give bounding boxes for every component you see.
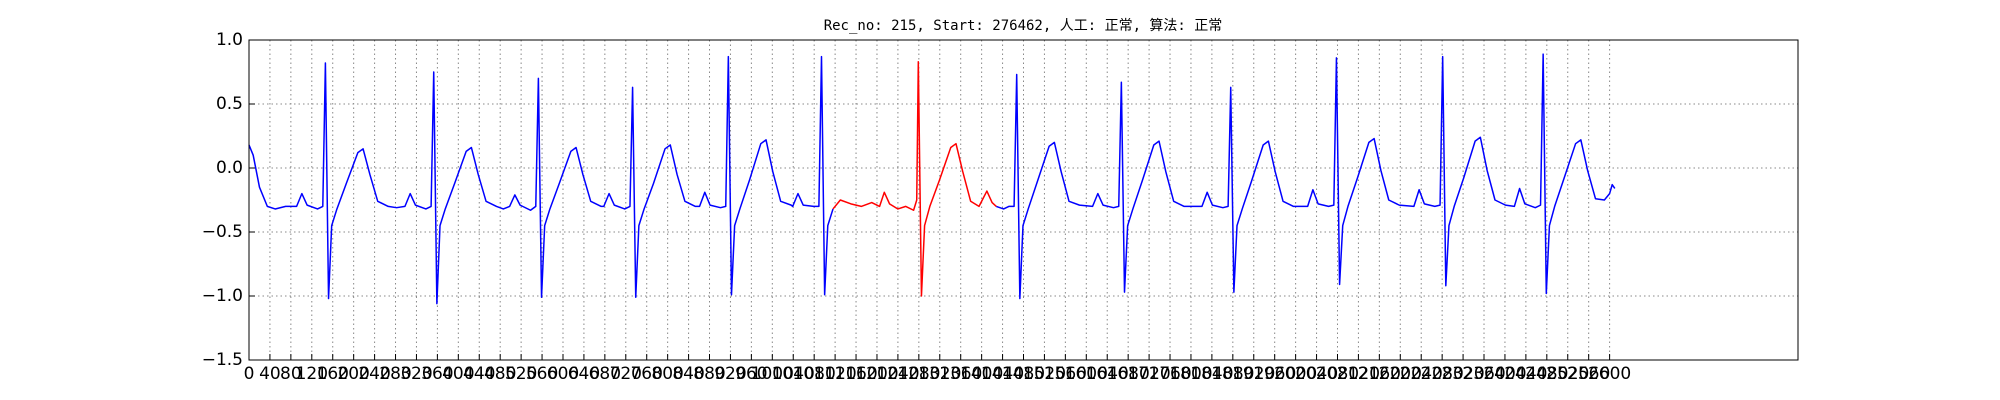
x-tick-label: 160	[317, 364, 349, 384]
x-tick-label: 840	[672, 364, 704, 384]
y-tick-label: 0.5	[216, 94, 243, 114]
x-tick-label: 1240	[876, 364, 919, 384]
y-tick-label: −1.5	[202, 350, 243, 370]
x-tick-label: 2200	[1379, 364, 1422, 384]
x-tick-label: 1360	[939, 364, 982, 384]
plot-frame	[248, 39, 1799, 361]
x-tick-label: 960	[735, 364, 767, 384]
x-tick-label: 1760	[1148, 364, 1191, 384]
x-tick-label: 2040	[1295, 364, 1338, 384]
x-tick-label: 2480	[1525, 364, 1568, 384]
x-tick-label: 400	[442, 364, 474, 384]
x-tick-label: 1160	[834, 364, 877, 384]
x-tick-label: 1040	[772, 364, 815, 384]
x-tick-label: 2320	[1441, 364, 1484, 384]
x-tick-label: 1080	[793, 364, 836, 384]
ecg-line	[996, 53, 1616, 300]
y-tick-label: −0.5	[202, 222, 243, 242]
y-tick-label: 1.0	[216, 30, 243, 50]
x-tick-label: 480	[484, 364, 516, 384]
x-tick-label: 120	[296, 364, 328, 384]
x-tick-label: 1920	[1232, 364, 1275, 384]
x-tick-label: 720	[610, 364, 642, 384]
x-tick-label: 1880	[1211, 364, 1254, 384]
x-tick-label: 920	[714, 364, 746, 384]
chart-title: Rec_no: 215, Start: 276462, 人工: 正常, 算法: …	[824, 18, 1223, 34]
x-tick-label: 1840	[1190, 364, 1233, 384]
x-tick-label: 2160	[1358, 364, 1401, 384]
x-tick-label: 1440	[981, 364, 1024, 384]
x-tick-label: 40	[259, 364, 281, 384]
x-tick-label: 2360	[1462, 364, 1505, 384]
x-tick-label: 1960	[1253, 364, 1296, 384]
y-tick-label: −1.0	[202, 286, 243, 306]
x-tick-label: 880	[693, 364, 725, 384]
x-tick-label: 1200	[855, 364, 898, 384]
x-tick-label: 1520	[1023, 364, 1066, 384]
x-tick-label: 1720	[1127, 364, 1170, 384]
x-tick-label: 2440	[1504, 364, 1547, 384]
x-tick-label: 1560	[1044, 364, 1087, 384]
y-tick-label: 0.0	[216, 158, 243, 178]
x-tick-label: 80	[280, 364, 302, 384]
x-tick-label: 1120	[813, 364, 856, 384]
x-tick-label: 1480	[1002, 364, 1045, 384]
x-tick-label: 1320	[918, 364, 961, 384]
x-tick-label: 320	[400, 364, 432, 384]
x-tick-label: 280	[379, 364, 411, 384]
x-tick-label: 0	[244, 364, 255, 384]
x-tick-label: 1600	[1065, 364, 1108, 384]
x-tick-label: 2400	[1483, 364, 1526, 384]
x-tick-label: 760	[630, 364, 662, 384]
x-tick-label: 2560	[1567, 364, 1610, 384]
x-tick-label: 240	[358, 364, 390, 384]
x-tick-label: 2000	[1274, 364, 1317, 384]
x-tick-label: 1400	[960, 364, 1003, 384]
x-tick-label: 520	[505, 364, 537, 384]
x-tick-label: 560	[526, 364, 558, 384]
x-tick-label: 360	[421, 364, 453, 384]
x-tick-label: 680	[589, 364, 621, 384]
x-tick-label: 640	[568, 364, 600, 384]
x-tick-label: 2280	[1421, 364, 1464, 384]
x-tick-label: 1640	[1086, 364, 1129, 384]
x-tick-label: 1800	[1169, 364, 1212, 384]
x-tick-label: 2600	[1588, 364, 1631, 384]
x-tick-label: 1280	[897, 364, 940, 384]
ecg-line	[248, 55, 834, 305]
ecg-line	[832, 61, 997, 297]
x-tick-label: 440	[463, 364, 495, 384]
x-tick-label: 1000	[751, 364, 794, 384]
x-tick-label: 2120	[1337, 364, 1380, 384]
x-tick-label: 2080	[1316, 364, 1359, 384]
x-tick-label: 600	[547, 364, 579, 384]
x-tick-label: 200	[337, 364, 369, 384]
x-tick-label: 2520	[1546, 364, 1589, 384]
x-tick-label: 1680	[1107, 364, 1150, 384]
x-tick-label: 2240	[1400, 364, 1443, 384]
x-tick-label: 800	[651, 364, 683, 384]
